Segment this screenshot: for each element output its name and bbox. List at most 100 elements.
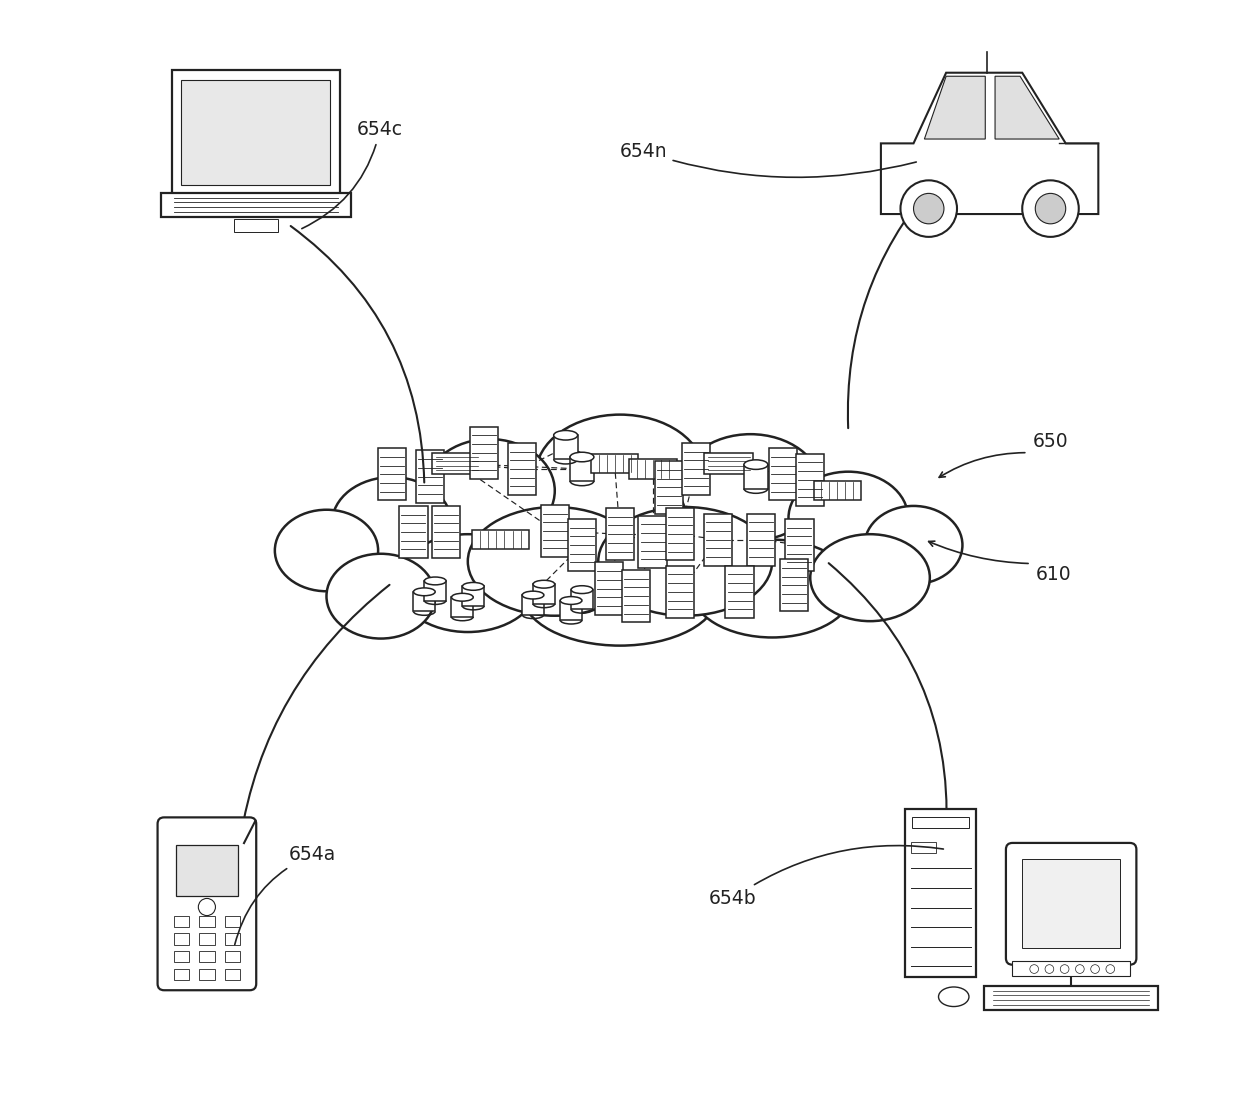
FancyBboxPatch shape xyxy=(174,969,188,980)
Bar xyxy=(413,592,435,611)
FancyBboxPatch shape xyxy=(200,916,215,927)
Ellipse shape xyxy=(789,471,908,564)
FancyBboxPatch shape xyxy=(181,79,330,185)
Ellipse shape xyxy=(413,588,435,596)
Text: 610: 610 xyxy=(1035,565,1071,584)
Ellipse shape xyxy=(744,460,768,469)
FancyBboxPatch shape xyxy=(911,842,935,853)
FancyBboxPatch shape xyxy=(666,566,694,618)
Circle shape xyxy=(1091,964,1100,973)
Polygon shape xyxy=(924,76,986,139)
Circle shape xyxy=(1045,964,1054,973)
FancyBboxPatch shape xyxy=(568,519,596,571)
FancyBboxPatch shape xyxy=(639,515,667,568)
Text: 650: 650 xyxy=(1033,433,1069,451)
Text: 654b: 654b xyxy=(709,846,944,908)
Circle shape xyxy=(1035,194,1065,224)
FancyBboxPatch shape xyxy=(415,450,444,503)
Ellipse shape xyxy=(533,580,554,588)
FancyBboxPatch shape xyxy=(174,951,188,962)
FancyBboxPatch shape xyxy=(541,505,569,557)
Text: 654c: 654c xyxy=(301,120,403,229)
FancyBboxPatch shape xyxy=(704,513,732,566)
Bar xyxy=(533,585,554,603)
Ellipse shape xyxy=(424,439,554,543)
Circle shape xyxy=(1106,964,1115,973)
FancyBboxPatch shape xyxy=(606,508,634,560)
FancyBboxPatch shape xyxy=(622,570,651,622)
Ellipse shape xyxy=(572,586,593,593)
Ellipse shape xyxy=(691,539,853,637)
FancyBboxPatch shape xyxy=(377,448,405,501)
Bar xyxy=(572,590,593,609)
FancyBboxPatch shape xyxy=(769,448,797,501)
FancyBboxPatch shape xyxy=(595,563,624,614)
Ellipse shape xyxy=(326,554,435,639)
Circle shape xyxy=(1022,181,1079,237)
Ellipse shape xyxy=(554,430,578,440)
Ellipse shape xyxy=(467,508,642,615)
Circle shape xyxy=(900,181,957,237)
Bar xyxy=(560,600,582,620)
FancyBboxPatch shape xyxy=(171,70,340,195)
Ellipse shape xyxy=(397,534,538,632)
FancyBboxPatch shape xyxy=(985,985,1158,1010)
FancyBboxPatch shape xyxy=(780,559,808,611)
Bar xyxy=(463,587,484,606)
Ellipse shape xyxy=(560,597,582,604)
FancyBboxPatch shape xyxy=(224,916,241,927)
Circle shape xyxy=(1060,964,1069,973)
FancyBboxPatch shape xyxy=(748,513,775,566)
Ellipse shape xyxy=(939,986,968,1006)
Text: 654n: 654n xyxy=(620,142,916,177)
FancyBboxPatch shape xyxy=(470,426,498,479)
Bar xyxy=(554,435,578,459)
FancyBboxPatch shape xyxy=(234,219,278,232)
FancyBboxPatch shape xyxy=(157,817,257,990)
Ellipse shape xyxy=(522,543,718,645)
Ellipse shape xyxy=(810,534,930,621)
FancyBboxPatch shape xyxy=(666,508,694,560)
Polygon shape xyxy=(994,76,1059,139)
FancyBboxPatch shape xyxy=(1022,859,1120,948)
FancyBboxPatch shape xyxy=(200,934,215,945)
FancyBboxPatch shape xyxy=(905,809,976,978)
Bar xyxy=(424,581,446,600)
FancyBboxPatch shape xyxy=(174,934,188,945)
Ellipse shape xyxy=(275,510,378,591)
Ellipse shape xyxy=(463,582,484,590)
Ellipse shape xyxy=(332,477,451,569)
FancyBboxPatch shape xyxy=(682,443,711,495)
Circle shape xyxy=(914,194,944,224)
FancyBboxPatch shape xyxy=(161,193,351,217)
Ellipse shape xyxy=(680,434,821,541)
FancyBboxPatch shape xyxy=(432,506,460,558)
Polygon shape xyxy=(880,73,1099,214)
FancyBboxPatch shape xyxy=(200,951,215,962)
Bar xyxy=(451,597,474,617)
FancyBboxPatch shape xyxy=(704,453,753,475)
FancyBboxPatch shape xyxy=(200,969,215,980)
Ellipse shape xyxy=(451,593,474,601)
Circle shape xyxy=(198,898,216,916)
Bar xyxy=(522,595,544,614)
FancyBboxPatch shape xyxy=(1012,961,1130,975)
FancyBboxPatch shape xyxy=(224,934,241,945)
FancyBboxPatch shape xyxy=(796,454,825,506)
Circle shape xyxy=(1075,964,1084,973)
Ellipse shape xyxy=(424,577,446,585)
FancyBboxPatch shape xyxy=(913,817,968,828)
Text: 654a: 654a xyxy=(234,846,336,945)
FancyBboxPatch shape xyxy=(433,453,481,475)
Ellipse shape xyxy=(598,508,773,615)
Ellipse shape xyxy=(536,415,704,534)
FancyBboxPatch shape xyxy=(472,530,528,549)
Circle shape xyxy=(1030,964,1039,973)
Ellipse shape xyxy=(570,453,594,461)
FancyBboxPatch shape xyxy=(224,969,241,980)
FancyBboxPatch shape xyxy=(629,459,677,479)
FancyBboxPatch shape xyxy=(590,454,639,473)
FancyBboxPatch shape xyxy=(655,461,683,513)
FancyBboxPatch shape xyxy=(785,519,813,571)
Bar xyxy=(744,465,768,489)
